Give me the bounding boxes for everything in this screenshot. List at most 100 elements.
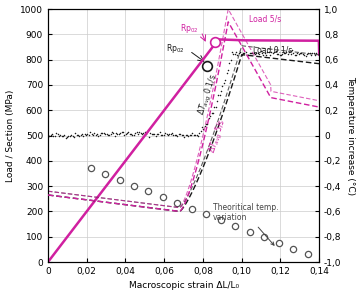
Point xyxy=(198,129,204,134)
Point xyxy=(202,124,208,128)
Point xyxy=(45,133,51,137)
Point xyxy=(207,114,213,118)
Point xyxy=(56,133,62,138)
Point xyxy=(143,131,149,136)
Point xyxy=(86,132,92,137)
Point xyxy=(245,53,251,57)
Point xyxy=(97,133,103,138)
Point xyxy=(281,51,287,55)
Point xyxy=(160,133,165,138)
Point xyxy=(279,51,285,56)
Point xyxy=(108,132,114,136)
Y-axis label: Temperature increase (°C): Temperature increase (°C) xyxy=(347,76,356,195)
Point xyxy=(87,129,93,134)
Point xyxy=(110,131,116,136)
Point xyxy=(315,51,321,56)
Point xyxy=(153,134,158,139)
Point xyxy=(149,131,155,136)
Point xyxy=(193,132,199,137)
Text: $\Delta T_{avg}$ 0.1/s: $\Delta T_{avg}$ 0.1/s xyxy=(195,72,221,117)
Point xyxy=(274,52,280,56)
Point xyxy=(117,130,123,135)
Point xyxy=(251,51,257,55)
Point xyxy=(150,132,156,137)
Point xyxy=(188,132,194,137)
Point xyxy=(203,122,209,127)
Point xyxy=(258,49,264,54)
Point xyxy=(314,51,319,56)
Point xyxy=(252,52,258,57)
Point xyxy=(305,50,311,55)
Point xyxy=(289,48,295,52)
Point xyxy=(170,133,176,138)
Point xyxy=(290,50,296,55)
Point xyxy=(214,99,220,103)
Point xyxy=(78,133,83,138)
Point xyxy=(222,77,228,82)
Point xyxy=(84,132,90,137)
Point xyxy=(158,132,164,137)
Point xyxy=(100,131,105,135)
Point xyxy=(210,110,216,115)
Point xyxy=(190,131,195,135)
Point xyxy=(121,132,127,137)
Point xyxy=(175,134,180,139)
Point xyxy=(89,132,95,136)
Point xyxy=(124,131,130,136)
Point xyxy=(59,133,65,138)
Point xyxy=(267,52,273,57)
Point xyxy=(218,89,224,94)
Point xyxy=(235,52,240,57)
Point xyxy=(134,130,139,134)
Point xyxy=(74,133,79,137)
Point xyxy=(90,133,96,138)
Point xyxy=(130,133,135,137)
Point xyxy=(138,131,144,136)
Point xyxy=(67,134,73,139)
Point xyxy=(243,50,248,55)
Point xyxy=(297,50,303,55)
Point xyxy=(162,131,168,135)
Point xyxy=(269,50,274,55)
Point xyxy=(292,52,297,57)
Point xyxy=(196,130,202,135)
Point xyxy=(126,130,131,135)
Point xyxy=(47,133,52,138)
Point xyxy=(304,52,310,57)
Point xyxy=(296,52,302,56)
Point xyxy=(226,61,232,65)
Point xyxy=(284,50,290,55)
Point xyxy=(186,134,191,139)
Y-axis label: Load / Section (MPa): Load / Section (MPa) xyxy=(5,89,14,182)
Point xyxy=(303,53,308,58)
Point xyxy=(139,132,145,137)
Point xyxy=(98,131,104,136)
Point xyxy=(70,134,75,139)
Point xyxy=(286,49,292,54)
Point xyxy=(164,131,169,136)
Point xyxy=(166,131,172,136)
Point xyxy=(172,133,178,137)
Point xyxy=(237,49,243,54)
Point xyxy=(119,130,125,135)
Point xyxy=(79,132,85,137)
Point xyxy=(260,53,266,57)
Point xyxy=(57,132,63,137)
Point xyxy=(161,132,167,137)
Point xyxy=(154,132,160,137)
Point xyxy=(156,131,161,136)
Text: Rp$_{02}$: Rp$_{02}$ xyxy=(180,22,198,35)
Point xyxy=(64,135,70,140)
Point xyxy=(254,51,260,55)
Point xyxy=(53,131,59,136)
Point xyxy=(120,130,126,135)
Point xyxy=(271,50,277,55)
Point xyxy=(147,131,153,135)
Point xyxy=(248,51,254,55)
Text: Theoritical temp.
variation: Theoritical temp. variation xyxy=(213,203,278,245)
Point xyxy=(230,52,236,57)
Point xyxy=(262,50,268,55)
Point xyxy=(187,133,193,138)
Point xyxy=(223,71,229,75)
Point xyxy=(225,67,231,72)
